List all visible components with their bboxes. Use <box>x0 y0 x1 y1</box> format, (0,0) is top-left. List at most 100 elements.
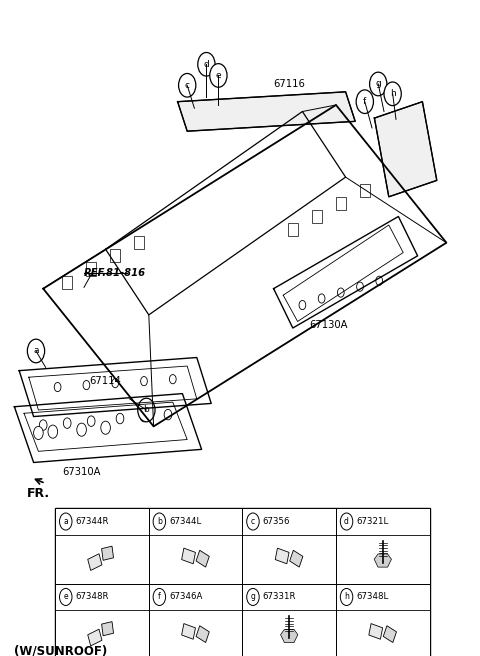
Bar <box>55 508 149 584</box>
Circle shape <box>340 513 353 530</box>
Circle shape <box>356 90 373 113</box>
Polygon shape <box>374 554 392 567</box>
Circle shape <box>141 377 147 386</box>
Circle shape <box>54 382 61 392</box>
Bar <box>181 624 195 639</box>
Circle shape <box>87 416 95 426</box>
Text: 67344R: 67344R <box>75 517 109 526</box>
Bar <box>288 223 298 236</box>
Bar <box>336 197 346 210</box>
Text: e: e <box>63 592 68 602</box>
Text: 67346A: 67346A <box>169 592 203 602</box>
Bar <box>369 624 383 639</box>
Bar <box>181 548 195 564</box>
Bar <box>149 584 242 656</box>
Circle shape <box>376 276 383 285</box>
Text: 67348L: 67348L <box>356 592 388 602</box>
Circle shape <box>153 588 166 605</box>
Circle shape <box>60 588 72 605</box>
Circle shape <box>60 513 72 530</box>
Bar <box>196 626 209 642</box>
Circle shape <box>384 82 401 106</box>
Circle shape <box>63 418 71 428</box>
Text: h: h <box>390 89 396 98</box>
Bar <box>55 508 430 656</box>
Bar <box>289 550 303 567</box>
Text: 67114: 67114 <box>89 376 120 386</box>
Bar <box>312 210 322 223</box>
Text: c: c <box>185 81 190 90</box>
Circle shape <box>169 375 176 384</box>
Circle shape <box>138 398 155 422</box>
Bar <box>196 550 209 567</box>
Text: g: g <box>251 592 255 602</box>
Text: b: b <box>144 405 149 415</box>
Text: 67348R: 67348R <box>75 592 109 602</box>
Bar <box>102 622 113 636</box>
Text: 67310A: 67310A <box>62 467 101 477</box>
Bar <box>242 584 336 656</box>
Text: g: g <box>375 79 381 89</box>
Text: b: b <box>157 517 162 526</box>
Circle shape <box>370 72 387 96</box>
Text: a: a <box>63 517 68 526</box>
Polygon shape <box>280 630 298 643</box>
Bar <box>102 546 113 560</box>
Circle shape <box>247 588 259 605</box>
Text: f: f <box>158 592 161 602</box>
Text: 67116: 67116 <box>274 79 305 89</box>
Text: 67356: 67356 <box>263 517 290 526</box>
Circle shape <box>116 413 124 424</box>
Circle shape <box>247 513 259 530</box>
Circle shape <box>48 425 58 438</box>
Circle shape <box>179 73 196 97</box>
Bar <box>336 584 430 656</box>
Text: (W/SUNROOF): (W/SUNROOF) <box>14 644 108 656</box>
Text: c: c <box>251 517 255 526</box>
Polygon shape <box>178 92 355 131</box>
Text: h: h <box>344 592 349 602</box>
Bar <box>149 508 242 584</box>
Circle shape <box>164 409 172 420</box>
Circle shape <box>83 380 90 390</box>
Circle shape <box>357 282 363 291</box>
Circle shape <box>299 300 306 310</box>
Circle shape <box>337 288 344 297</box>
Bar <box>134 236 144 249</box>
Bar <box>383 626 396 642</box>
Bar <box>62 276 72 289</box>
Circle shape <box>112 379 119 388</box>
Bar <box>275 548 289 564</box>
Text: 67321L: 67321L <box>356 517 388 526</box>
Circle shape <box>198 52 215 76</box>
Bar <box>360 184 370 197</box>
Bar <box>242 508 336 584</box>
Bar <box>88 629 102 646</box>
Text: FR.: FR. <box>26 487 49 500</box>
Circle shape <box>140 411 148 422</box>
Polygon shape <box>374 102 437 197</box>
Bar <box>336 508 430 584</box>
Bar <box>88 554 102 571</box>
Circle shape <box>77 423 86 436</box>
Text: a: a <box>33 346 39 356</box>
Bar <box>86 262 96 276</box>
Circle shape <box>318 294 325 303</box>
Text: d: d <box>204 60 209 69</box>
Circle shape <box>153 513 166 530</box>
Text: 67344L: 67344L <box>169 517 201 526</box>
Circle shape <box>101 421 110 434</box>
Circle shape <box>210 64 227 87</box>
Circle shape <box>34 426 43 440</box>
Bar <box>55 584 149 656</box>
Bar <box>110 249 120 262</box>
Text: 67331R: 67331R <box>263 592 296 602</box>
Circle shape <box>340 588 353 605</box>
Text: d: d <box>344 517 349 526</box>
Text: 67130A: 67130A <box>310 320 348 330</box>
Circle shape <box>27 339 45 363</box>
Text: f: f <box>363 97 366 106</box>
Text: e: e <box>216 71 221 80</box>
Text: REF.81-816: REF.81-816 <box>84 268 146 277</box>
Circle shape <box>39 420 47 430</box>
